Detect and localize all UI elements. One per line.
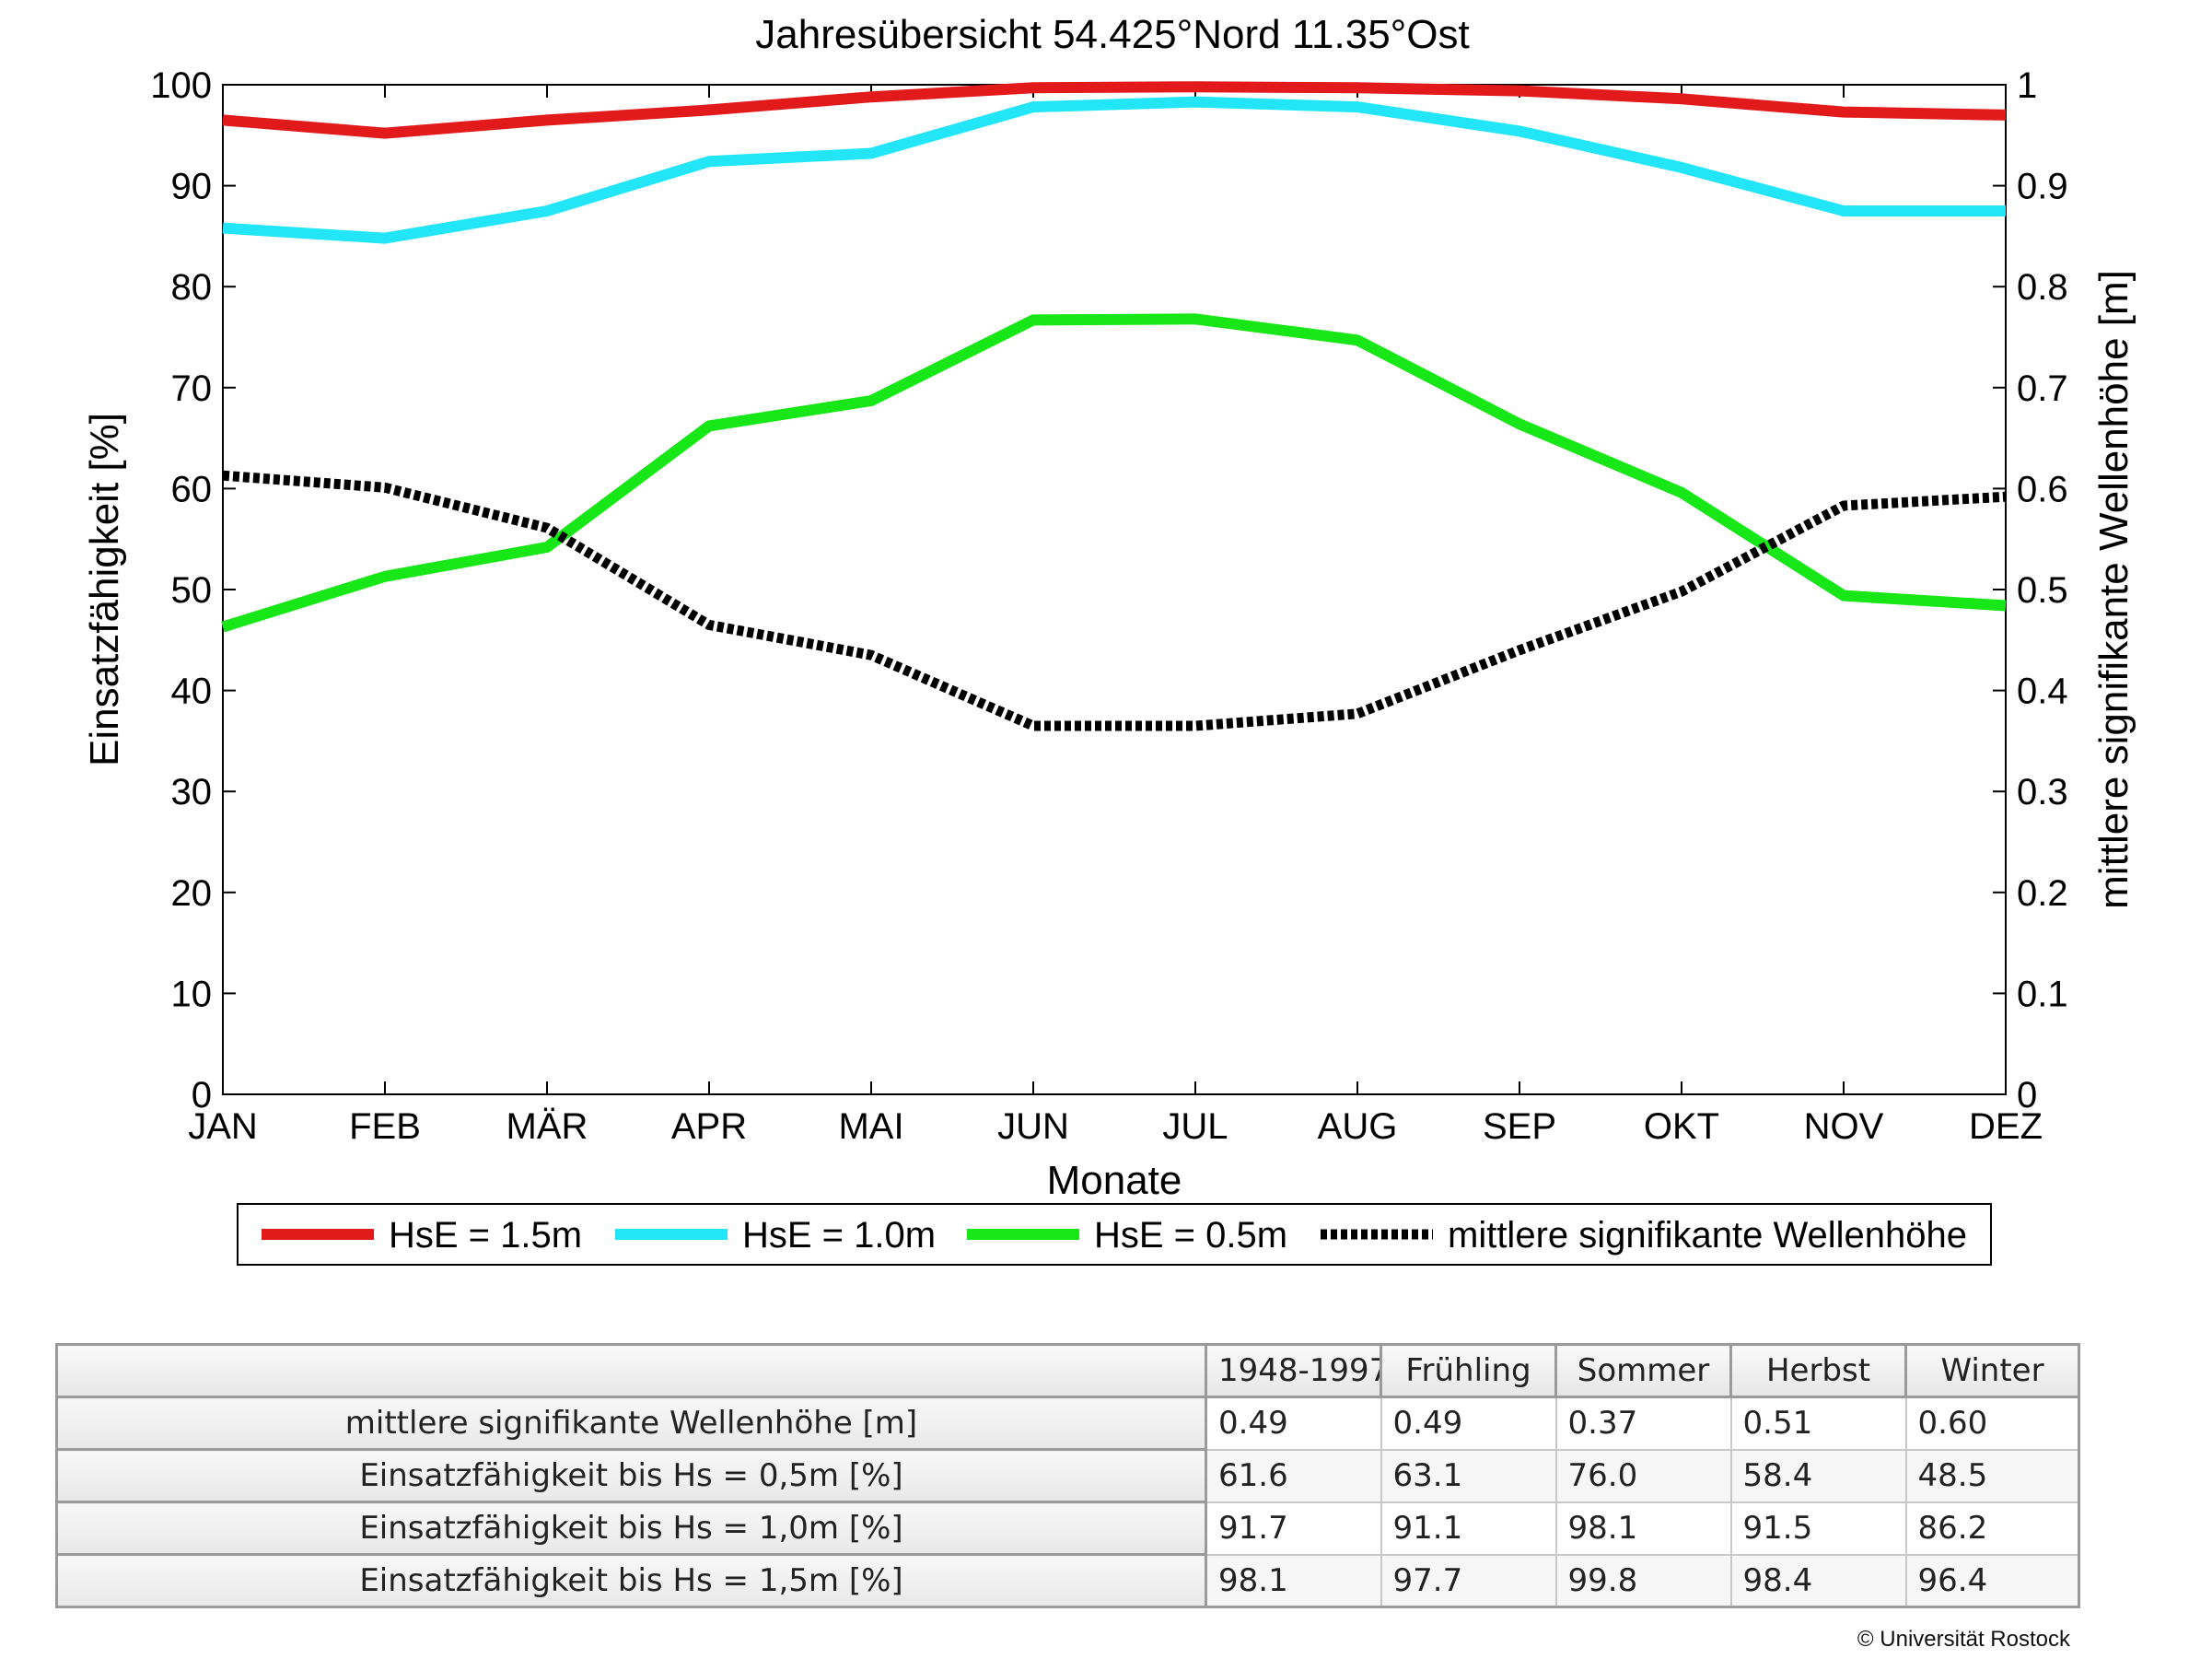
table-cell: 61.6	[1205, 1448, 1382, 1503]
table-cell: 98.4	[1729, 1553, 1907, 1608]
table-cell: 0.60	[1904, 1396, 2080, 1451]
table-row: Einsatzfähigkeit bis Hs = 1,0m [%] 91.7 …	[55, 1501, 2080, 1556]
table-cell: 0.51	[1729, 1396, 1907, 1451]
x-tick-label: MAI	[838, 1106, 903, 1147]
table-cell: 0.49	[1205, 1396, 1382, 1451]
y-tick-label: 40	[171, 672, 213, 712]
table-cell: 91.7	[1205, 1501, 1382, 1556]
y-tick-label: 80	[171, 267, 213, 308]
table-header-cell: Winter	[1904, 1343, 2080, 1398]
series-lines	[221, 81, 2007, 731]
y-axis-label: Einsatzfähigkeit [%]	[82, 413, 127, 766]
legend-label: HsE = 0.5m	[1094, 1215, 1287, 1256]
x-tick-label: NOV	[1804, 1106, 1884, 1147]
chart-title: Jahresübersicht 54.425°Nord 11.35°Ost	[755, 12, 1469, 57]
y-tick-label: 60	[171, 469, 213, 509]
y-tick-label: 70	[171, 368, 213, 409]
y2-tick-label: 0.8	[2017, 267, 2068, 308]
y-tick-label: 30	[171, 772, 213, 812]
row-label: Einsatzfähigkeit bis Hs = 1,0m [%]	[55, 1501, 1207, 1556]
y2-tick-label: 0.5	[2017, 570, 2068, 611]
x-tick-label: JUL	[1162, 1106, 1228, 1147]
table-cell: 91.1	[1380, 1501, 1557, 1556]
table-cell: 48.5	[1904, 1448, 2080, 1503]
row-label: Einsatzfähigkeit bis Hs = 0,5m [%]	[55, 1448, 1207, 1503]
table-cell: 97.7	[1380, 1553, 1557, 1608]
summary-table: 1948-1997 Frühling Sommer Herbst Winter …	[55, 1343, 2080, 1608]
y2-tick-label: 0.1	[2017, 974, 2068, 1014]
table-row: Einsatzfähigkeit bis Hs = 0,5m [%] 61.6 …	[55, 1448, 2080, 1503]
legend-label: HsE = 1.0m	[742, 1215, 936, 1256]
x-tick-label: JAN	[188, 1106, 258, 1147]
table-header-cell: Herbst	[1729, 1343, 1907, 1398]
y2-tick-label: 0.9	[2017, 167, 2068, 207]
series-line	[222, 96, 2006, 244]
table-header-row: 1948-1997 Frühling Sommer Herbst Winter	[55, 1343, 2080, 1398]
legend-label: mittlere signifikante Wellenhöhe	[1448, 1215, 1967, 1256]
y-tick-label: 50	[171, 570, 213, 611]
series-line	[221, 313, 2007, 633]
x-axis-label: Monate	[1047, 1158, 1182, 1203]
y2-tick-label: 1	[2017, 65, 2037, 106]
legend: HsE = 1.5m HsE = 1.0m HsE = 0.5m mittlere s…	[237, 1203, 1992, 1266]
x-tick-label: JUN	[997, 1106, 1069, 1147]
table-cell: 91.5	[1729, 1501, 1907, 1556]
table-row: mittlere signifikante Wellenhöhe [m] 0.4…	[55, 1396, 2080, 1451]
row-label: Einsatzfähigkeit bis Hs = 1,5m [%]	[55, 1553, 1207, 1608]
y-tick-label: 20	[171, 873, 213, 914]
row-label: mittlere signifikante Wellenhöhe [m]	[55, 1396, 1207, 1451]
table-header-cell: Frühling	[1380, 1343, 1557, 1398]
x-tick-label: APR	[671, 1106, 747, 1147]
y2-tick-label: 0.3	[2017, 772, 2068, 812]
table-cell: 98.1	[1554, 1501, 1732, 1556]
y2-tick-label: 0.6	[2017, 469, 2068, 509]
plot-area	[222, 84, 2007, 1095]
y2-tick-label: 0	[2017, 1075, 2037, 1116]
x-tick-label: SEP	[1483, 1106, 1556, 1147]
x-tick-label: AUG	[1318, 1106, 1398, 1147]
axes: JAN FEB MÄR APR MAI JUN JUL AUG SEP OKT NOV DEZ0102…	[150, 65, 2067, 1147]
series-line	[222, 470, 2007, 731]
y-tick-label: 10	[171, 974, 213, 1014]
table-cell: 0.49	[1380, 1396, 1557, 1451]
y2-tick-label: 0.7	[2017, 368, 2068, 409]
y2-tick-label: 0.4	[2017, 672, 2068, 712]
y-tick-label: 90	[171, 167, 213, 207]
table-row: Einsatzfähigkeit bis Hs = 1,5m [%] 98.1 …	[55, 1553, 2080, 1608]
table-header-cell: Sommer	[1554, 1343, 1732, 1398]
table-cell: 0.37	[1554, 1396, 1732, 1451]
table-cell: 76.0	[1554, 1448, 1732, 1503]
table-cell: 98.1	[1205, 1553, 1382, 1608]
x-tick-label: FEB	[349, 1106, 421, 1147]
y2-tick-label: 0.2	[2017, 873, 2068, 914]
table-header-cell: 1948-1997	[1205, 1343, 1382, 1398]
x-tick-label: MÄR	[506, 1106, 588, 1147]
y-tick-label: 0	[192, 1075, 212, 1116]
x-tick-label: OKT	[1644, 1106, 1719, 1147]
x-tick-label: DEZ	[1969, 1106, 2043, 1147]
table-cell: 58.4	[1729, 1448, 1907, 1503]
table-cell: 96.4	[1904, 1553, 2080, 1608]
chart: Jahresübersicht 54.425°Nord 11.35°Ost JA…	[82, 12, 2136, 1266]
table-header-cell	[55, 1343, 1207, 1398]
legend-box	[237, 1203, 1992, 1266]
y2-axis-label: mittlere signifikante Wellenhöhe [m]	[2091, 270, 2136, 909]
legend-label: HsE = 1.5m	[389, 1215, 582, 1256]
y-tick-label: 100	[150, 65, 212, 106]
table-cell: 86.2	[1904, 1501, 2080, 1556]
copyright-notice: © Universität Rostock	[1857, 1627, 2070, 1652]
table-cell: 63.1	[1380, 1448, 1557, 1503]
series-line	[222, 81, 2007, 139]
table-cell: 99.8	[1554, 1553, 1732, 1608]
